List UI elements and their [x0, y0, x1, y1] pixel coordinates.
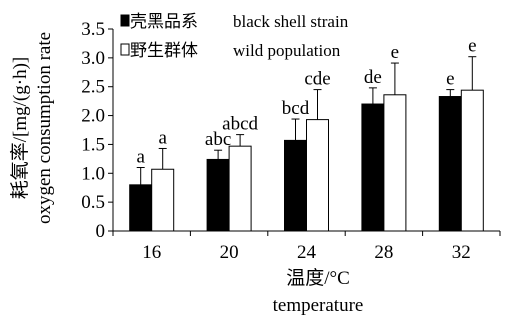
y-tick-label: 2.5: [81, 77, 105, 98]
x-tick-label: 24: [297, 242, 317, 263]
significance-label: abcd: [222, 114, 258, 135]
x-axis-label-en: temperature: [273, 295, 364, 316]
y-tick-label: 1.0: [81, 163, 105, 184]
legend-label-black-shell-cn: 壳黑品系: [130, 12, 198, 31]
bar-wild: [228, 145, 252, 232]
significance-label: e: [391, 42, 399, 63]
y-axis-labels: 耗氧率/[mg/(g·h)] oxygen consumption rate: [9, 32, 55, 224]
y-tick-label: 0.5: [81, 192, 105, 213]
significance-label: cde: [304, 69, 330, 90]
bar-black-shell: [284, 139, 307, 232]
y-tick-label: 2.0: [81, 106, 105, 127]
x-tick-label: 16: [142, 242, 161, 263]
significance-label: e: [468, 36, 476, 57]
bar-black-shell: [438, 96, 462, 232]
y-axis-label-en: oxygen consumption rate: [34, 32, 55, 224]
significance-label: a: [136, 147, 145, 168]
x-axis-label-cn: 温度/°C: [286, 267, 350, 289]
legend-label-wild-cn: 野生群体: [130, 41, 198, 60]
legend-label-wild-en: wild population: [233, 41, 341, 60]
legend-label-black-shell-en: black shell strain: [233, 12, 349, 31]
y-tick-label: 1.5: [81, 134, 105, 155]
y-tick-label: 3.5: [81, 19, 105, 40]
bar-wild: [151, 168, 175, 232]
significance-label: a: [158, 127, 167, 148]
bar-black-shell: [206, 158, 230, 232]
x-tick-label: 20: [220, 242, 239, 263]
bar-wild: [383, 94, 407, 232]
x-tick-label: 32: [452, 242, 471, 263]
significance-label: bcd: [282, 98, 310, 119]
significance-label: de: [364, 67, 382, 88]
legend: 壳黑品系 black shell strain 野生群体 wild popula…: [120, 12, 349, 60]
bar-black-shell: [361, 103, 385, 232]
bar-wild: [460, 89, 484, 232]
bar-wild: [306, 119, 329, 232]
y-axis-label-cn: 耗氧率/[mg/(g·h)]: [9, 57, 31, 199]
x-tick-label: 28: [374, 242, 393, 263]
bar-black-shell: [129, 184, 153, 232]
y-tick-label: 0: [96, 221, 106, 242]
significance-label: abc: [205, 129, 231, 150]
legend-swatch-wild: [120, 43, 130, 56]
legend-swatch-black-shell: [120, 14, 130, 27]
significance-label: e: [446, 69, 454, 90]
y-tick-label: 3.0: [81, 48, 105, 69]
x-axis-labels: 温度/°C temperature: [273, 267, 364, 316]
